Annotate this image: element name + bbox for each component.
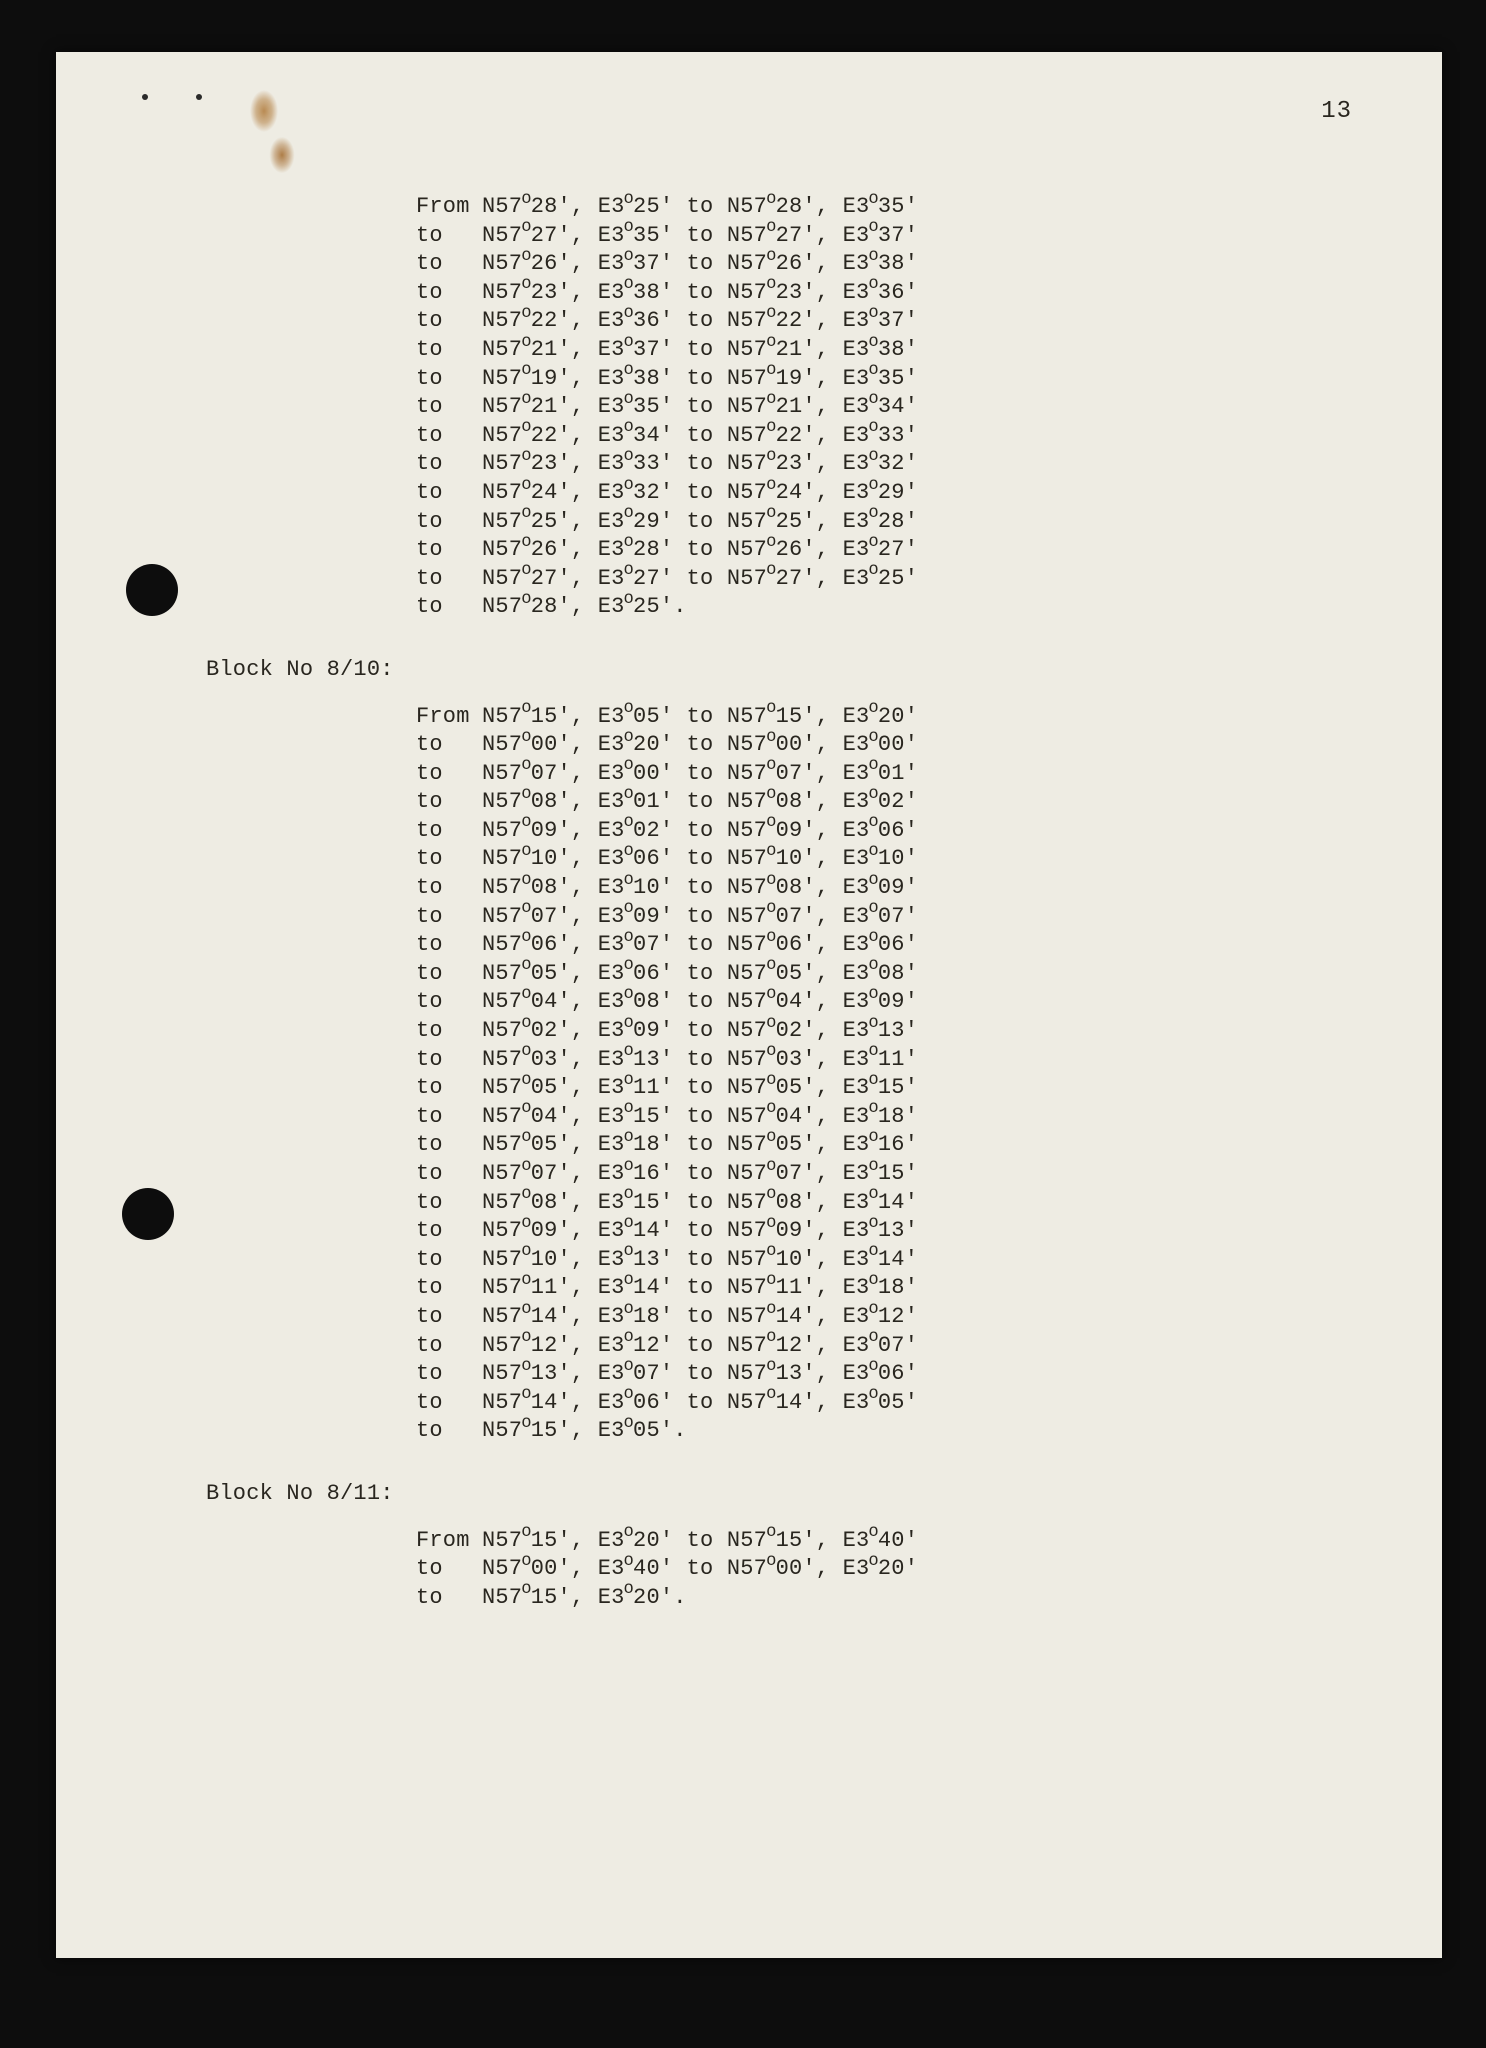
coord-row: toN57o08', E3o15' to N57o08', E3o14': [416, 1190, 1382, 1219]
coord-row: toN57o05', E3o18' to N57o05', E3o16': [416, 1132, 1382, 1161]
coord-row: toN57o09', E3o14' to N57o09', E3o13': [416, 1218, 1382, 1247]
coord-row: toN57o06', E3o07' to N57o06', E3o06': [416, 932, 1382, 961]
coord-row: toN57o05', E3o06' to N57o05', E3o08': [416, 961, 1382, 990]
coord-row: toN57o21', E3o37' to N57o21', E3o38': [416, 337, 1382, 366]
coord-row: toN57o19', E3o38' to N57o19', E3o35': [416, 366, 1382, 395]
coord-row: toN57o10', E3o06' to N57o10', E3o10': [416, 846, 1382, 875]
block-heading-8-11: Block No 8/11:: [206, 1481, 1382, 1508]
coord-row: toN57o13', E3o07' to N57o13', E3o06': [416, 1361, 1382, 1390]
coord-row: toN57o04', E3o15' to N57o04', E3o18': [416, 1104, 1382, 1133]
punch-hole: [126, 564, 178, 616]
coord-row: toN57o00', E3o40' to N57o00', E3o20': [416, 1556, 1382, 1585]
coord-row: toN57o14', E3o06' to N57o14', E3o05': [416, 1390, 1382, 1419]
coord-row: toN57o24', E3o32' to N57o24', E3o29': [416, 480, 1382, 509]
coord-row: FromN57o28', E3o25' to N57o28', E3o35': [416, 194, 1382, 223]
coord-row: toN57o26', E3o37' to N57o26', E3o38': [416, 251, 1382, 280]
coord-row: FromN57o15', E3o05' to N57o15', E3o20': [416, 704, 1382, 733]
coord-row: FromN57o15', E3o20' to N57o15', E3o40': [416, 1528, 1382, 1557]
coord-row: toN57o10', E3o13' to N57o10', E3o14': [416, 1247, 1382, 1276]
staple-dot: [142, 94, 148, 100]
coord-row: toN57o07', E3o00' to N57o07', E3o01': [416, 761, 1382, 790]
punch-hole: [122, 1188, 174, 1240]
scan-frame: 13 FromN57o28', E3o25' to N57o28', E3o35…: [0, 0, 1486, 2048]
coord-row: toN57o09', E3o02' to N57o09', E3o06': [416, 818, 1382, 847]
coord-row: toN57o08', E3o10' to N57o08', E3o09': [416, 875, 1382, 904]
coord-row: toN57o23', E3o33' to N57o23', E3o32': [416, 451, 1382, 480]
coord-block-2: FromN57o15', E3o05' to N57o15', E3o20'to…: [416, 704, 1382, 1447]
coord-row: toN57o07', E3o16' to N57o07', E3o15': [416, 1161, 1382, 1190]
coord-row: toN57o12', E3o12' to N57o12', E3o07': [416, 1333, 1382, 1362]
coord-row: toN57o23', E3o38' to N57o23', E3o36': [416, 280, 1382, 309]
coord-row-closing: toN57o15', E3o05'.: [416, 1418, 1382, 1447]
coord-row: toN57o26', E3o28' to N57o26', E3o27': [416, 537, 1382, 566]
coord-row: toN57o00', E3o20' to N57o00', E3o00': [416, 732, 1382, 761]
coord-row: toN57o08', E3o01' to N57o08', E3o02': [416, 789, 1382, 818]
coord-row: toN57o14', E3o18' to N57o14', E3o12': [416, 1304, 1382, 1333]
coord-row-closing: toN57o15', E3o20'.: [416, 1585, 1382, 1614]
coord-row: toN57o25', E3o29' to N57o25', E3o28': [416, 509, 1382, 538]
coord-row: toN57o21', E3o35' to N57o21', E3o34': [416, 394, 1382, 423]
page-number: 13: [1321, 98, 1352, 125]
coord-row: toN57o27', E3o27' to N57o27', E3o25': [416, 566, 1382, 595]
coord-block-3: FromN57o15', E3o20' to N57o15', E3o40'to…: [416, 1528, 1382, 1614]
coord-row: toN57o22', E3o34' to N57o22', E3o33': [416, 423, 1382, 452]
paper-page: 13 FromN57o28', E3o25' to N57o28', E3o35…: [56, 52, 1442, 1958]
coord-row: toN57o27', E3o35' to N57o27', E3o37': [416, 223, 1382, 252]
coord-row-closing: toN57o28', E3o25'.: [416, 594, 1382, 623]
coord-row: toN57o22', E3o36' to N57o22', E3o37': [416, 308, 1382, 337]
coord-block-1: FromN57o28', E3o25' to N57o28', E3o35'to…: [416, 194, 1382, 623]
staple-dot: [196, 94, 202, 100]
coord-row: toN57o05', E3o11' to N57o05', E3o15': [416, 1075, 1382, 1104]
coord-row: toN57o04', E3o08' to N57o04', E3o09': [416, 989, 1382, 1018]
coord-row: toN57o07', E3o09' to N57o07', E3o07': [416, 904, 1382, 933]
coord-row: toN57o03', E3o13' to N57o03', E3o11': [416, 1047, 1382, 1076]
block-heading-8-10: Block No 8/10:: [206, 657, 1382, 684]
paper-stain: [246, 78, 306, 188]
coord-row: toN57o11', E3o14' to N57o11', E3o18': [416, 1275, 1382, 1304]
coord-row: toN57o02', E3o09' to N57o02', E3o13': [416, 1018, 1382, 1047]
page-content: FromN57o28', E3o25' to N57o28', E3o35'to…: [206, 194, 1382, 1613]
